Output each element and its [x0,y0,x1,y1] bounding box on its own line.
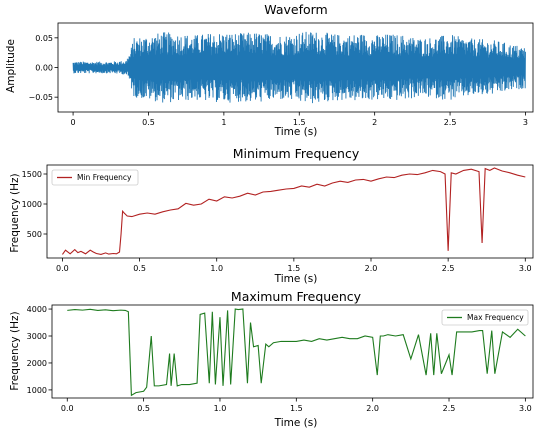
y-tick-label: 0.05 [35,34,53,43]
y-tick-label: 2000 [27,359,47,368]
x-tick-label: 2.5 [444,118,457,127]
y-tick-label: 4000 [27,305,47,314]
y-tick-label: 0.00 [35,64,53,73]
legend: Min Frequency [51,169,139,186]
x-tick-label: 1 [221,118,226,127]
x-tick-label: 0.0 [56,264,69,273]
series-line [67,308,526,397]
maximum-frequency-chart: Maximum Frequency Time (s) Frequency (Hz… [9,289,534,429]
series-line [61,167,526,255]
plot-frame [51,304,534,399]
x-axis-title: Time (s) [274,417,318,429]
y-axis-title: Amplitude [5,39,17,93]
x-tick-label: 1.0 [210,264,223,273]
y-tick-label: 1500 [22,170,42,179]
x-tick-label: 2.5 [442,264,455,273]
y-axis-title: Frequency (Hz) [9,311,21,390]
legend: Max Frequency [441,309,529,326]
x-tick-label: 2.0 [365,264,378,273]
chart-title: Minimum Frequency [233,146,360,161]
x-axis-title: Time (s) [274,126,318,138]
x-tick-label: 1.5 [290,404,303,413]
y-tick-label: 1000 [27,386,47,395]
legend-box [441,309,529,326]
waveform-chart: Waveform Time (s) Amplitude 0 0.5 1 1.5 2 2.5… [5,2,534,138]
x-axis-title: Time (s) [274,273,318,285]
y-tick-label: 3000 [27,332,47,341]
x-tick-label: 1.0 [214,404,227,413]
x-tick-label: 3 [523,118,528,127]
x-tick-label: 2.0 [366,404,379,413]
waveform-line [72,31,526,104]
y-tick-label: 1000 [22,200,42,209]
series-group [72,31,526,104]
legend-box [51,169,139,186]
x-tick-label: 2 [372,118,377,127]
y-axis-title: Frequency (Hz) [9,173,21,252]
x-tick-label: 0.5 [133,264,146,273]
legend-label: Min Frequency [77,173,132,182]
x-tick-label: 0.5 [137,404,150,413]
x-tick-label: 1.5 [287,264,300,273]
x-tick-label: 0 [71,118,76,127]
series-group [61,167,526,255]
series-group [67,308,526,397]
chart-title: Maximum Frequency [231,289,362,304]
minimum-frequency-chart: Minimum Frequency Time (s) Frequency (Hz… [9,146,534,285]
x-tick-label: 1.5 [293,118,306,127]
x-tick-label: 3.0 [519,264,532,273]
plot-frame [46,164,534,259]
x-tick-label: 3.0 [519,404,532,413]
legend-label: Max Frequency [467,313,524,322]
y-tick-label: 500 [27,230,42,239]
x-tick-label: 0.0 [61,404,74,413]
x-tick-label: 2.5 [443,404,456,413]
x-tick-label: 0.5 [142,118,155,127]
y-tick-label: −0.05 [28,93,53,102]
chart-title: Waveform [264,2,327,17]
